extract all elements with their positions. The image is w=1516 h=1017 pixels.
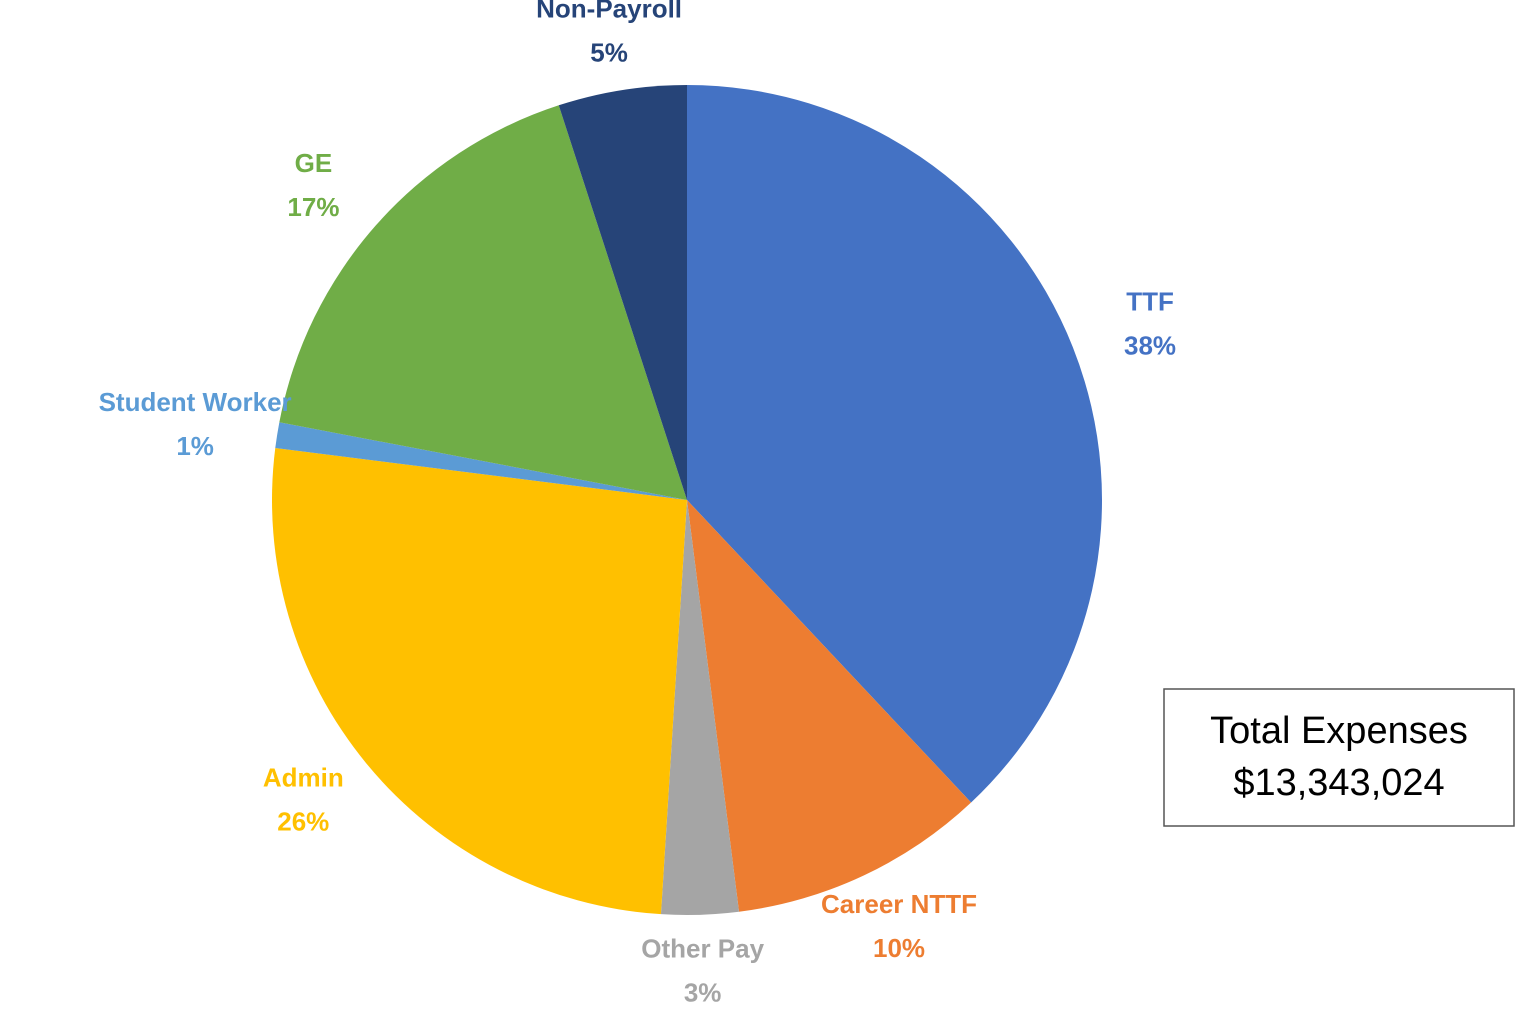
slice-label: Other Pay (641, 934, 764, 964)
slice-value-label: 1% (176, 431, 214, 461)
slice-label: Career NTTF (821, 889, 977, 919)
slice (687, 500, 972, 912)
slice (687, 85, 1103, 803)
slice-label: GE (295, 148, 333, 178)
slice-value-label: 5% (590, 38, 628, 68)
slice (275, 422, 687, 500)
annotation-value: $13,343,024 (1233, 762, 1444, 804)
slice-label: Non-Payroll (536, 0, 682, 24)
slice-label: Admin (263, 762, 344, 792)
slice (279, 105, 687, 500)
slice-label: TTF (1126, 287, 1174, 317)
slice-value-label: 26% (277, 806, 329, 836)
annotation-box (1163, 688, 1515, 827)
slice-value-label: 10% (873, 933, 925, 963)
slice (660, 500, 740, 915)
slice-value-label: 3% (684, 978, 722, 1008)
slice (272, 447, 687, 915)
slice-value-label: 38% (1124, 331, 1176, 361)
slice-label: Student Worker (99, 387, 292, 417)
annotation-title: Total Expenses (1210, 710, 1468, 752)
slice-value-label: 17% (287, 192, 339, 222)
pie (272, 85, 1103, 915)
slice (558, 85, 687, 500)
